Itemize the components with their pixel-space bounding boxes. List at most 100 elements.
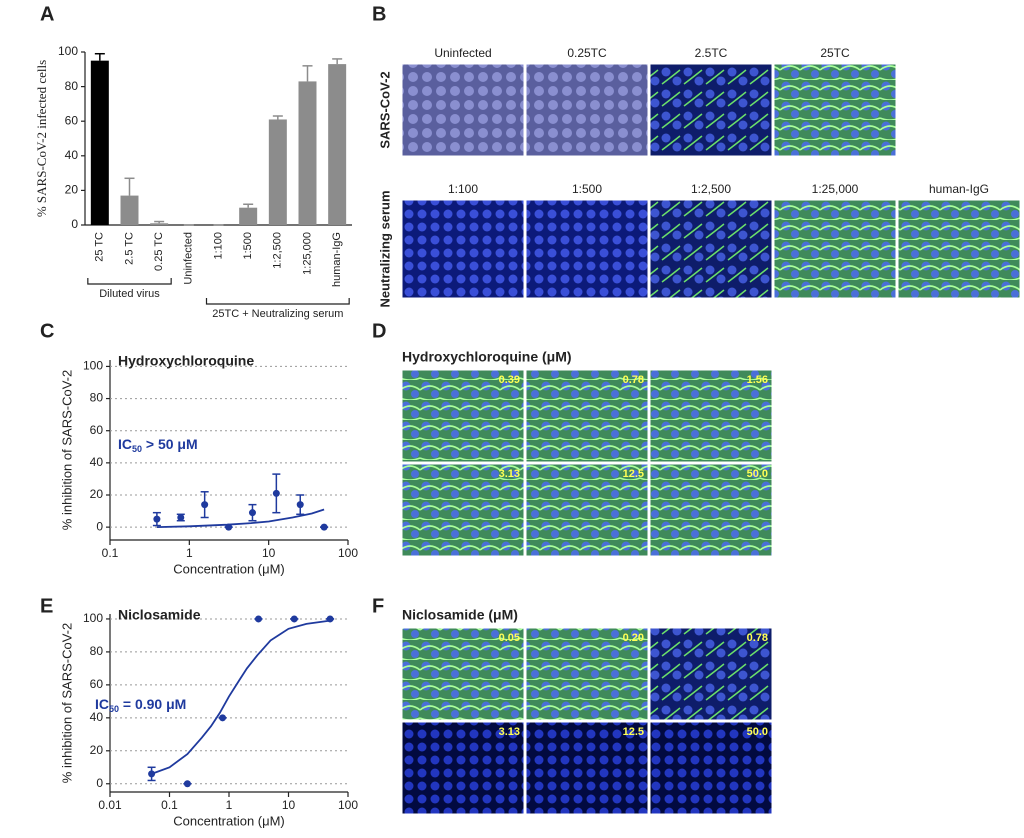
annotation-text: IC [95,696,109,712]
micrograph [525,627,649,721]
tile-label: 0.39 [499,374,520,386]
micrograph [773,63,897,157]
point [320,523,328,531]
micrograph [649,199,773,299]
y-tick-label: 40 [65,148,79,162]
fit-curve [156,508,325,528]
x-tick-label: 100 [338,798,358,812]
point [153,515,161,523]
x-axis-label: Concentration (μM) [173,561,285,576]
point [225,523,233,531]
x-tick-label: 0.01 [98,798,122,812]
bar [150,223,169,225]
image-column-label: 25TC [820,46,850,60]
group-bracket [87,278,172,285]
annotation-subscript: 50 [109,704,119,714]
panel-letter: E [40,595,53,617]
x-axis-label: Concentration (μM) [173,813,285,828]
x-tick-label: Uninfected [183,232,195,285]
image-column-label: 0.25TC [567,46,607,60]
point [290,615,298,623]
chart-title: Niclosamide [118,607,201,623]
tile-label: 0.78 [747,632,768,644]
y-tick-label: 80 [90,391,104,405]
image-title: Niclosamide (μM) [402,607,518,623]
y-tick-label: 20 [65,183,79,197]
y-tick-label: 0 [96,519,103,533]
group-label: Diluted virus [99,288,160,300]
image-column-label: 2.5TC [695,46,728,60]
image-column-label: Uninfected [434,46,491,60]
bar [268,119,287,225]
micrograph [525,199,649,299]
annotation-rest: = 0.90 μM [119,696,186,712]
image-row-label: SARS-CoV-2 [377,71,392,148]
x-tick-label: 25 TC [94,232,106,262]
x-tick-label: 0.25 TC [153,232,165,271]
image-title: Hydroxychloroquine (μM) [402,349,572,365]
tile-label: 1.56 [747,374,768,386]
y-tick-label: 60 [90,677,104,691]
micrograph [401,63,525,157]
micrograph [525,63,649,157]
panel-letter: F [372,595,384,617]
point [272,489,280,497]
y-tick-label: 80 [90,644,104,658]
image-column-label: 1:2,500 [691,182,731,196]
x-tick-label: 10 [262,546,276,560]
point [201,501,209,509]
micrograph [525,369,649,463]
y-axis-label: % SARS-CoV-2 infected cells [34,60,49,217]
tile-label: 12.5 [623,726,644,738]
x-tick-label: human-IgG [331,232,343,287]
x-tick-label: 10 [282,798,296,812]
y-tick-label: 60 [65,113,79,127]
micrograph [401,369,525,463]
micrograph [401,199,525,299]
x-tick-label: 1:100 [212,232,224,260]
y-tick-label: 40 [90,455,104,469]
y-tick-label: 100 [83,611,103,625]
y-tick-label: 0 [96,776,103,790]
x-tick-label: 0.1 [161,798,178,812]
micrograph [897,199,1021,299]
x-tick-label: 1 [226,798,233,812]
annotation-rest: > 50 μM [142,436,198,452]
micrograph [649,627,773,721]
y-axis-label: % inhibition of SARS-CoV-2 [59,623,74,783]
annotation-subscript: 50 [132,444,142,454]
annotation-text: IC [118,436,132,452]
image-column-label: 1:25,000 [812,182,859,196]
panel-letter: C [40,320,54,342]
x-tick-label: 2.5 TC [123,232,135,265]
point [148,770,156,778]
point [177,514,185,521]
image-column-label: 1:500 [572,182,602,196]
x-tick-label: 1 [186,546,193,560]
micrograph [773,199,897,299]
point [183,780,191,788]
tile-label: 0.78 [623,374,644,386]
micrograph [401,721,525,815]
y-tick-label: 40 [90,710,104,724]
point [219,714,227,722]
bar [120,195,139,225]
image-column-label: human-IgG [929,182,989,196]
chart-title: Hydroxychloroquine [118,353,254,369]
tile-label: 0.05 [499,632,520,644]
micrograph [649,721,773,815]
tile-label: 0.20 [623,632,644,644]
y-tick-label: 0 [71,217,78,231]
image-row-label: Neutralizing serum [377,190,392,307]
bar [239,207,258,225]
y-tick-label: 60 [90,423,104,437]
group-bracket [205,298,350,305]
panel-letter: B [372,3,386,25]
micrograph [525,721,649,815]
tile-label: 3.13 [499,726,520,738]
micrograph [649,463,773,557]
group-label: 25TC + Neutralizing serum [212,308,343,320]
x-tick-label: 1:2,500 [272,232,284,269]
point [296,501,304,509]
